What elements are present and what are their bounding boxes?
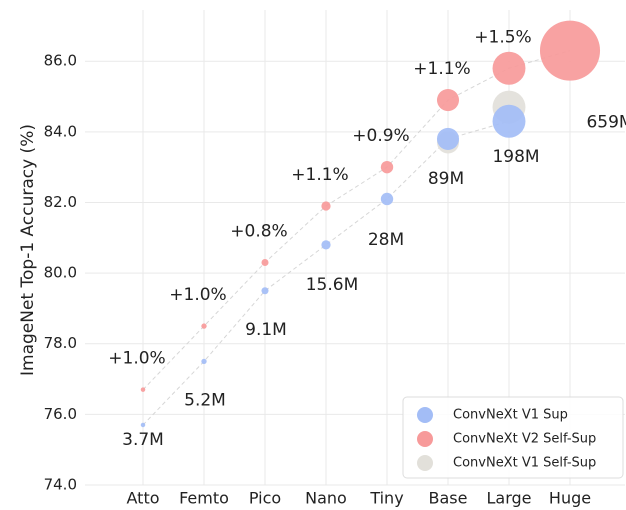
bubble bbox=[436, 89, 460, 112]
legend-marker bbox=[417, 407, 433, 423]
x-tick-label: Femto bbox=[179, 489, 229, 508]
size-label: 89M bbox=[428, 169, 464, 189]
y-tick-label: 82.0 bbox=[44, 193, 77, 211]
x-tick-label: Atto bbox=[127, 489, 160, 508]
legend-marker bbox=[417, 455, 433, 471]
bubble bbox=[380, 160, 394, 174]
bubbles bbox=[140, 20, 601, 428]
legend-marker bbox=[417, 431, 433, 447]
bubble bbox=[321, 201, 331, 211]
bubble bbox=[436, 127, 460, 150]
bubble bbox=[321, 240, 331, 250]
size-label: 3.7M bbox=[122, 430, 164, 450]
bubble bbox=[261, 258, 269, 267]
y-tick-label: 78.0 bbox=[44, 334, 77, 352]
gain-label: +1.5% bbox=[474, 27, 531, 47]
bubble bbox=[492, 51, 526, 85]
x-tick-label: Nano bbox=[305, 489, 347, 508]
gain-label: +1.1% bbox=[413, 59, 470, 79]
y-tick-label: 80.0 bbox=[44, 264, 77, 282]
x-tick-label: Base bbox=[429, 489, 468, 508]
y-axis-label: ImageNet Top-1 Accuracy (%) bbox=[18, 124, 38, 376]
gain-label: +1.0% bbox=[169, 285, 226, 305]
legend-box bbox=[402, 396, 624, 479]
bubble bbox=[539, 20, 601, 81]
bubble bbox=[140, 387, 146, 392]
y-tick-label: 84.0 bbox=[44, 122, 77, 140]
x-tick-label: Large bbox=[486, 489, 531, 508]
x-tick-label: Tiny bbox=[369, 489, 403, 508]
bubble bbox=[140, 422, 146, 428]
x-tick-label: Pico bbox=[249, 489, 281, 508]
legend-label: ConvNeXt V1 Self-Sup bbox=[453, 456, 596, 471]
size-label: 5.2M bbox=[184, 390, 226, 410]
y-tick-label: 76.0 bbox=[44, 405, 77, 423]
bubble bbox=[380, 192, 394, 206]
size-label: 9.1M bbox=[245, 320, 287, 340]
gain-label: +0.9% bbox=[352, 126, 409, 146]
bubble bbox=[201, 323, 207, 329]
legend: ConvNeXt V1 Sup ConvNeXt V2 Self-Sup ConvN… bbox=[402, 396, 624, 479]
gain-label: +1.0% bbox=[108, 349, 165, 369]
labels: 74.0 76.0 78.0 80.0 82.0 84.0 86.0 Atto Femto Pic… bbox=[44, 27, 626, 507]
size-label: 15.6M bbox=[306, 275, 359, 295]
bubble bbox=[492, 104, 526, 138]
size-label: 198M bbox=[492, 147, 539, 167]
x-tick-label: Huge bbox=[549, 489, 591, 508]
bubble bbox=[201, 358, 207, 365]
y-tick-label: 86.0 bbox=[44, 52, 77, 70]
legend-label: ConvNeXt V2 Self-Sup bbox=[453, 432, 596, 447]
gain-label: +1.1% bbox=[291, 165, 348, 185]
gain-label: +0.8% bbox=[230, 222, 287, 242]
y-tick-label: 74.0 bbox=[44, 476, 77, 494]
size-label: 659M bbox=[586, 113, 626, 133]
size-label: 28M bbox=[368, 230, 404, 250]
bubble bbox=[261, 287, 269, 295]
legend-label: ConvNeXt V1 Sup bbox=[453, 408, 568, 423]
